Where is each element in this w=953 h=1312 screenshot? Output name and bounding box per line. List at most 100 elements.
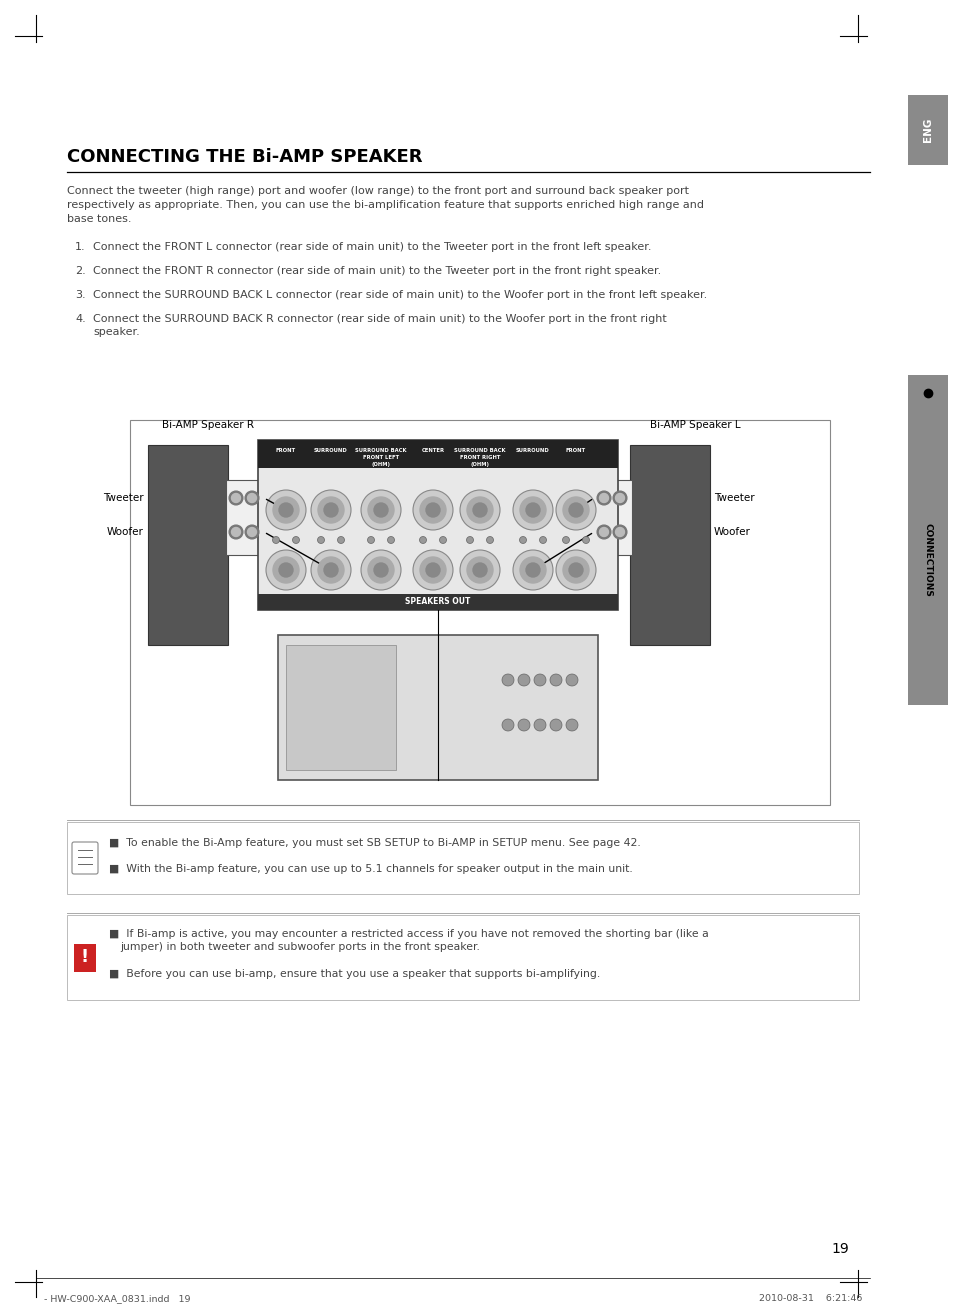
Circle shape	[597, 491, 610, 505]
Text: CONNECTIONS: CONNECTIONS	[923, 523, 931, 597]
Circle shape	[473, 502, 486, 517]
FancyBboxPatch shape	[257, 594, 618, 610]
Circle shape	[229, 525, 243, 539]
Circle shape	[562, 497, 588, 523]
Circle shape	[387, 537, 395, 543]
Circle shape	[501, 674, 514, 686]
FancyBboxPatch shape	[71, 842, 98, 874]
Text: !: !	[81, 949, 89, 967]
Circle shape	[473, 563, 486, 577]
Circle shape	[337, 537, 344, 543]
Circle shape	[324, 563, 337, 577]
Circle shape	[374, 563, 388, 577]
Circle shape	[247, 493, 256, 502]
FancyBboxPatch shape	[594, 480, 631, 555]
Text: Connect the FRONT L connector (rear side of main unit) to the Tweeter port in th: Connect the FRONT L connector (rear side…	[92, 241, 651, 252]
Text: SURROUND: SURROUND	[516, 447, 549, 453]
Circle shape	[459, 550, 499, 590]
Text: CENTER: CENTER	[421, 447, 444, 453]
Text: Tweeter: Tweeter	[713, 493, 754, 502]
FancyBboxPatch shape	[907, 375, 947, 705]
Circle shape	[565, 719, 578, 731]
Circle shape	[360, 550, 400, 590]
Text: Tweeter: Tweeter	[103, 493, 144, 502]
Circle shape	[550, 674, 561, 686]
FancyBboxPatch shape	[629, 445, 709, 646]
Circle shape	[229, 491, 243, 505]
Text: 3.: 3.	[75, 290, 86, 300]
Text: Connect the FRONT R connector (rear side of main unit) to the Tweeter port in th: Connect the FRONT R connector (rear side…	[92, 266, 660, 276]
Circle shape	[517, 719, 530, 731]
Text: 1.: 1.	[75, 241, 86, 252]
Circle shape	[360, 489, 400, 530]
FancyBboxPatch shape	[257, 440, 618, 610]
Text: Connect the tweeter (high range) port and woofer (low range) to the front port a: Connect the tweeter (high range) port an…	[67, 186, 688, 195]
Circle shape	[519, 497, 545, 523]
Circle shape	[556, 550, 596, 590]
Circle shape	[368, 497, 394, 523]
Circle shape	[534, 674, 545, 686]
Text: (OHM): (OHM)	[371, 462, 390, 467]
Circle shape	[245, 525, 258, 539]
FancyBboxPatch shape	[67, 823, 858, 893]
Circle shape	[324, 502, 337, 517]
Circle shape	[232, 493, 240, 502]
FancyBboxPatch shape	[286, 646, 395, 770]
Text: ■  With the Bi-amp feature, you can use up to 5.1 channels for speaker output in: ■ With the Bi-amp feature, you can use u…	[109, 865, 632, 874]
Circle shape	[486, 537, 493, 543]
Circle shape	[311, 489, 351, 530]
Text: 4.: 4.	[75, 314, 86, 324]
Text: SPEAKERS OUT: SPEAKERS OUT	[405, 597, 470, 606]
Circle shape	[562, 558, 588, 583]
Text: (OHM): (OHM)	[470, 462, 489, 467]
Circle shape	[513, 489, 553, 530]
FancyBboxPatch shape	[277, 635, 598, 781]
Circle shape	[419, 558, 446, 583]
Text: jumper) in both tweeter and subwoofer ports in the front speaker.: jumper) in both tweeter and subwoofer po…	[120, 942, 479, 953]
Circle shape	[565, 674, 578, 686]
Circle shape	[525, 563, 539, 577]
Circle shape	[317, 558, 344, 583]
Text: Woofer: Woofer	[107, 527, 144, 537]
Circle shape	[439, 537, 446, 543]
Text: FRONT: FRONT	[275, 447, 295, 453]
Circle shape	[467, 558, 493, 583]
Circle shape	[598, 493, 608, 502]
Circle shape	[550, 719, 561, 731]
Circle shape	[519, 537, 526, 543]
Circle shape	[273, 558, 298, 583]
FancyBboxPatch shape	[226, 480, 264, 555]
Text: - HW-C900-XAA_0831.indd   19: - HW-C900-XAA_0831.indd 19	[44, 1294, 191, 1303]
Circle shape	[467, 497, 493, 523]
Circle shape	[374, 502, 388, 517]
Circle shape	[247, 527, 256, 537]
Text: ■  To enable the Bi-Amp feature, you must set SB SETUP to Bi-AMP in SETUP menu. : ■ To enable the Bi-Amp feature, you must…	[109, 838, 640, 848]
Circle shape	[525, 502, 539, 517]
Circle shape	[582, 537, 589, 543]
Circle shape	[317, 537, 324, 543]
Text: FRONT LEFT: FRONT LEFT	[362, 455, 398, 461]
Text: Bi-AMP Speaker R: Bi-AMP Speaker R	[162, 420, 253, 430]
FancyBboxPatch shape	[907, 94, 947, 165]
Text: Connect the SURROUND BACK L connector (rear side of main unit) to the Woofer por: Connect the SURROUND BACK L connector (r…	[92, 290, 706, 300]
Circle shape	[501, 719, 514, 731]
Circle shape	[556, 489, 596, 530]
Circle shape	[615, 527, 624, 537]
Circle shape	[613, 491, 626, 505]
Text: base tones.: base tones.	[67, 214, 132, 224]
Circle shape	[517, 674, 530, 686]
Circle shape	[278, 563, 293, 577]
FancyBboxPatch shape	[74, 943, 96, 971]
FancyBboxPatch shape	[257, 440, 618, 468]
FancyBboxPatch shape	[67, 914, 858, 1000]
Text: ENG: ENG	[923, 118, 932, 142]
Circle shape	[459, 489, 499, 530]
Text: speaker.: speaker.	[92, 327, 139, 337]
Text: SURROUND: SURROUND	[314, 447, 348, 453]
Text: 19: 19	[830, 1242, 848, 1256]
Text: SURROUND BACK: SURROUND BACK	[355, 447, 406, 453]
Circle shape	[413, 550, 453, 590]
Circle shape	[413, 489, 453, 530]
Text: Bi-AMP Speaker L: Bi-AMP Speaker L	[649, 420, 740, 430]
Circle shape	[278, 502, 293, 517]
